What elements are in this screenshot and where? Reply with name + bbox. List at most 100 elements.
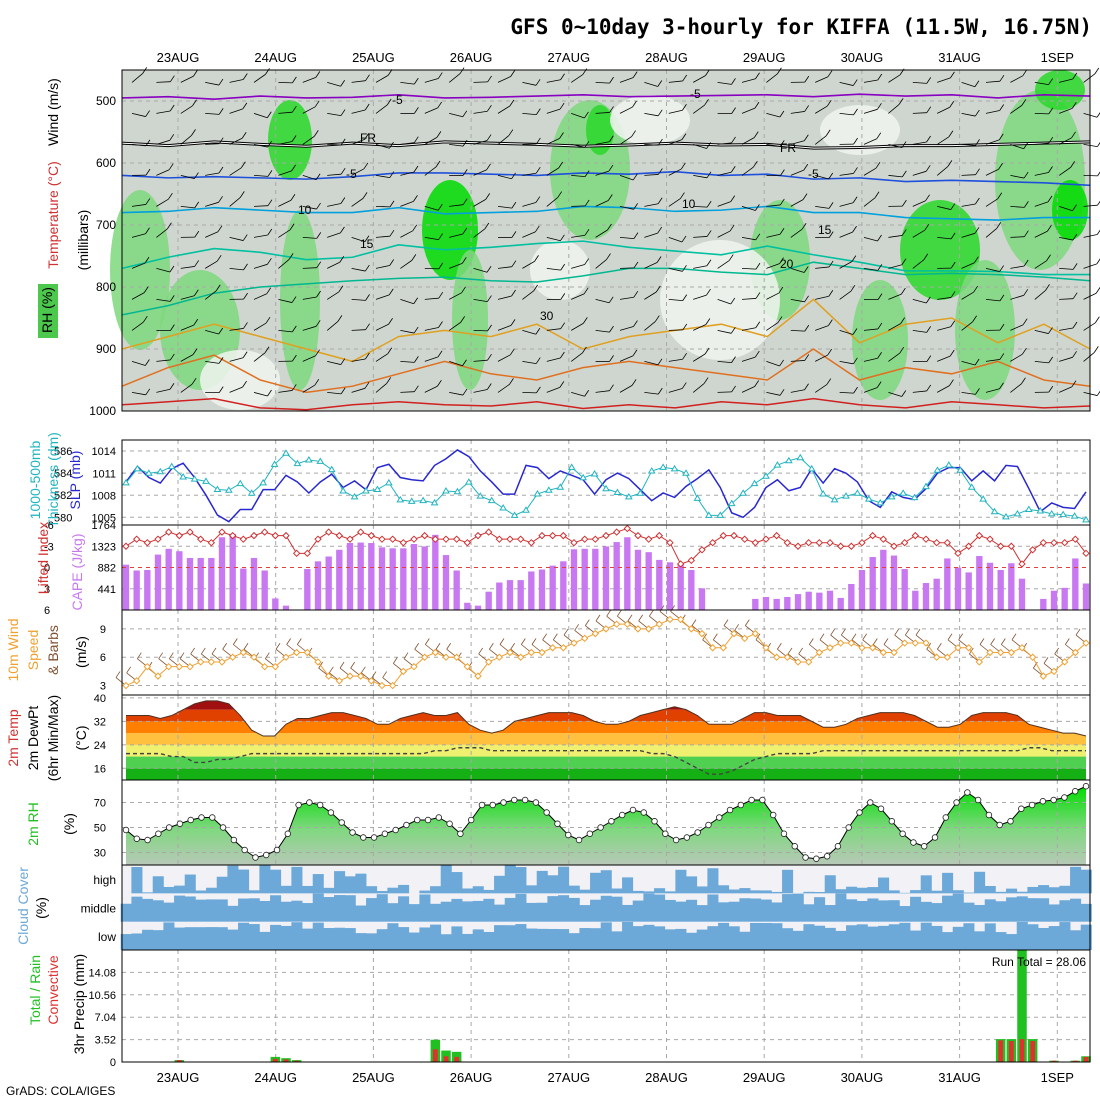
wind-barb-flag — [508, 129, 514, 136]
wind-barb — [351, 387, 366, 393]
cape-bar — [421, 546, 428, 610]
wind-barb — [522, 231, 536, 238]
wind-barb-flag — [607, 194, 613, 201]
cloud-panel — [120, 865, 1092, 950]
precip-convective-bar — [998, 1040, 1004, 1062]
rh-contour-region — [820, 105, 900, 155]
top-date-label: 31AUG — [938, 50, 981, 65]
wind-barb — [839, 392, 854, 394]
wind10-barb-flag — [542, 633, 547, 640]
wind-barb-flag — [389, 259, 395, 266]
cape-bar — [816, 592, 823, 610]
wind-barb — [863, 197, 876, 207]
cape-bar — [538, 569, 546, 610]
wind-barb-flag — [267, 228, 273, 236]
wind10-barb-flag — [745, 619, 750, 626]
wind-barb — [473, 169, 487, 176]
wind10-marker — [1039, 672, 1048, 680]
wind-barb — [937, 385, 950, 393]
wind-barb-flag — [462, 227, 468, 235]
pressure-tick-label: 500 — [96, 94, 116, 108]
cape-bar — [133, 570, 140, 610]
wind-barb — [961, 144, 976, 146]
wind-barb-flag — [1022, 347, 1027, 355]
wind-barb — [205, 143, 220, 145]
rh2m-marker — [414, 816, 421, 824]
wind-barb-flag — [315, 349, 320, 356]
cloud-cell — [995, 891, 1007, 894]
wind10-marker — [698, 629, 706, 638]
wind-barb — [1059, 108, 1073, 114]
wind-barb — [449, 204, 464, 207]
wind-barb — [766, 73, 778, 83]
cloud-cell — [259, 931, 271, 950]
cloud-cell — [654, 894, 666, 922]
wind-barb-flag — [560, 322, 566, 329]
wind10-marker — [1007, 648, 1016, 657]
cloud-cell — [387, 887, 399, 894]
wind-barb-flag — [731, 385, 736, 393]
wind-barb-flag — [1096, 390, 1100, 396]
bottom-date-label: 1SEP — [1041, 1070, 1074, 1085]
wind-barb-flag — [267, 258, 272, 265]
cloud-cell — [163, 922, 175, 950]
cloud-cell — [771, 923, 783, 950]
cloud-cell — [1048, 887, 1060, 894]
wind-barb-flag — [144, 256, 150, 264]
wind-barb-flag — [535, 196, 541, 203]
cape-bar — [240, 568, 247, 610]
wind-barb — [229, 357, 244, 362]
temp-band — [126, 721, 1086, 734]
wind-barb-flag — [999, 382, 1004, 389]
rh2m-marker — [165, 824, 173, 831]
wind-barb-flag — [486, 134, 492, 141]
wind10-barb-flag — [798, 647, 803, 655]
wind-barb — [717, 260, 730, 269]
wind-barb-flag — [338, 285, 344, 292]
slp-marker — [830, 495, 839, 503]
wind-barb — [253, 234, 268, 238]
isotherm-label: 15 — [818, 223, 832, 237]
rh2m-marker — [586, 830, 594, 837]
wind-barb-flag — [510, 319, 516, 326]
wind10-barb-flag — [478, 647, 483, 655]
rh2m-tick-label: 50 — [94, 823, 106, 835]
wind-barb — [888, 323, 901, 331]
wind-barb-flag — [340, 109, 346, 116]
cloud-cell — [174, 895, 186, 922]
wind-barb-flag — [414, 107, 419, 114]
wind-barb-flag — [170, 324, 175, 331]
wind-barb — [326, 291, 340, 300]
lifted-index-marker — [804, 539, 813, 547]
cloud-cell — [910, 896, 922, 922]
wind-barb — [619, 385, 633, 393]
wind-barb — [571, 264, 585, 269]
slp-marker — [190, 475, 199, 482]
wind10-barb-flag — [126, 666, 131, 674]
isotherm-label: FR — [360, 131, 376, 145]
lifted-index-marker — [292, 549, 301, 558]
wind-barb-flag — [804, 324, 810, 332]
cloud-cell — [963, 902, 975, 922]
wind10-barb-flag — [1065, 638, 1070, 645]
wind-barb — [863, 268, 878, 271]
wind-barb — [278, 259, 290, 269]
wind-barb-flag — [877, 103, 882, 110]
wind-barb — [644, 321, 656, 331]
wind-barb — [815, 325, 829, 331]
wind10-barb-flag — [115, 671, 121, 678]
wind-barb — [1034, 260, 1047, 269]
cloud-cell — [536, 928, 548, 950]
wind-barb — [253, 144, 268, 148]
slp-marker — [922, 482, 930, 490]
slp-marker — [350, 492, 359, 500]
wind-barb — [131, 113, 146, 117]
wind-barb — [278, 141, 293, 145]
wind10-marker — [271, 662, 280, 671]
cloud-cell — [142, 898, 154, 922]
cape-bar — [624, 537, 631, 610]
wind-barb — [204, 260, 218, 269]
wind10-marker — [708, 644, 717, 652]
rh2m-marker — [780, 830, 788, 837]
wind10-marker — [996, 648, 1005, 657]
